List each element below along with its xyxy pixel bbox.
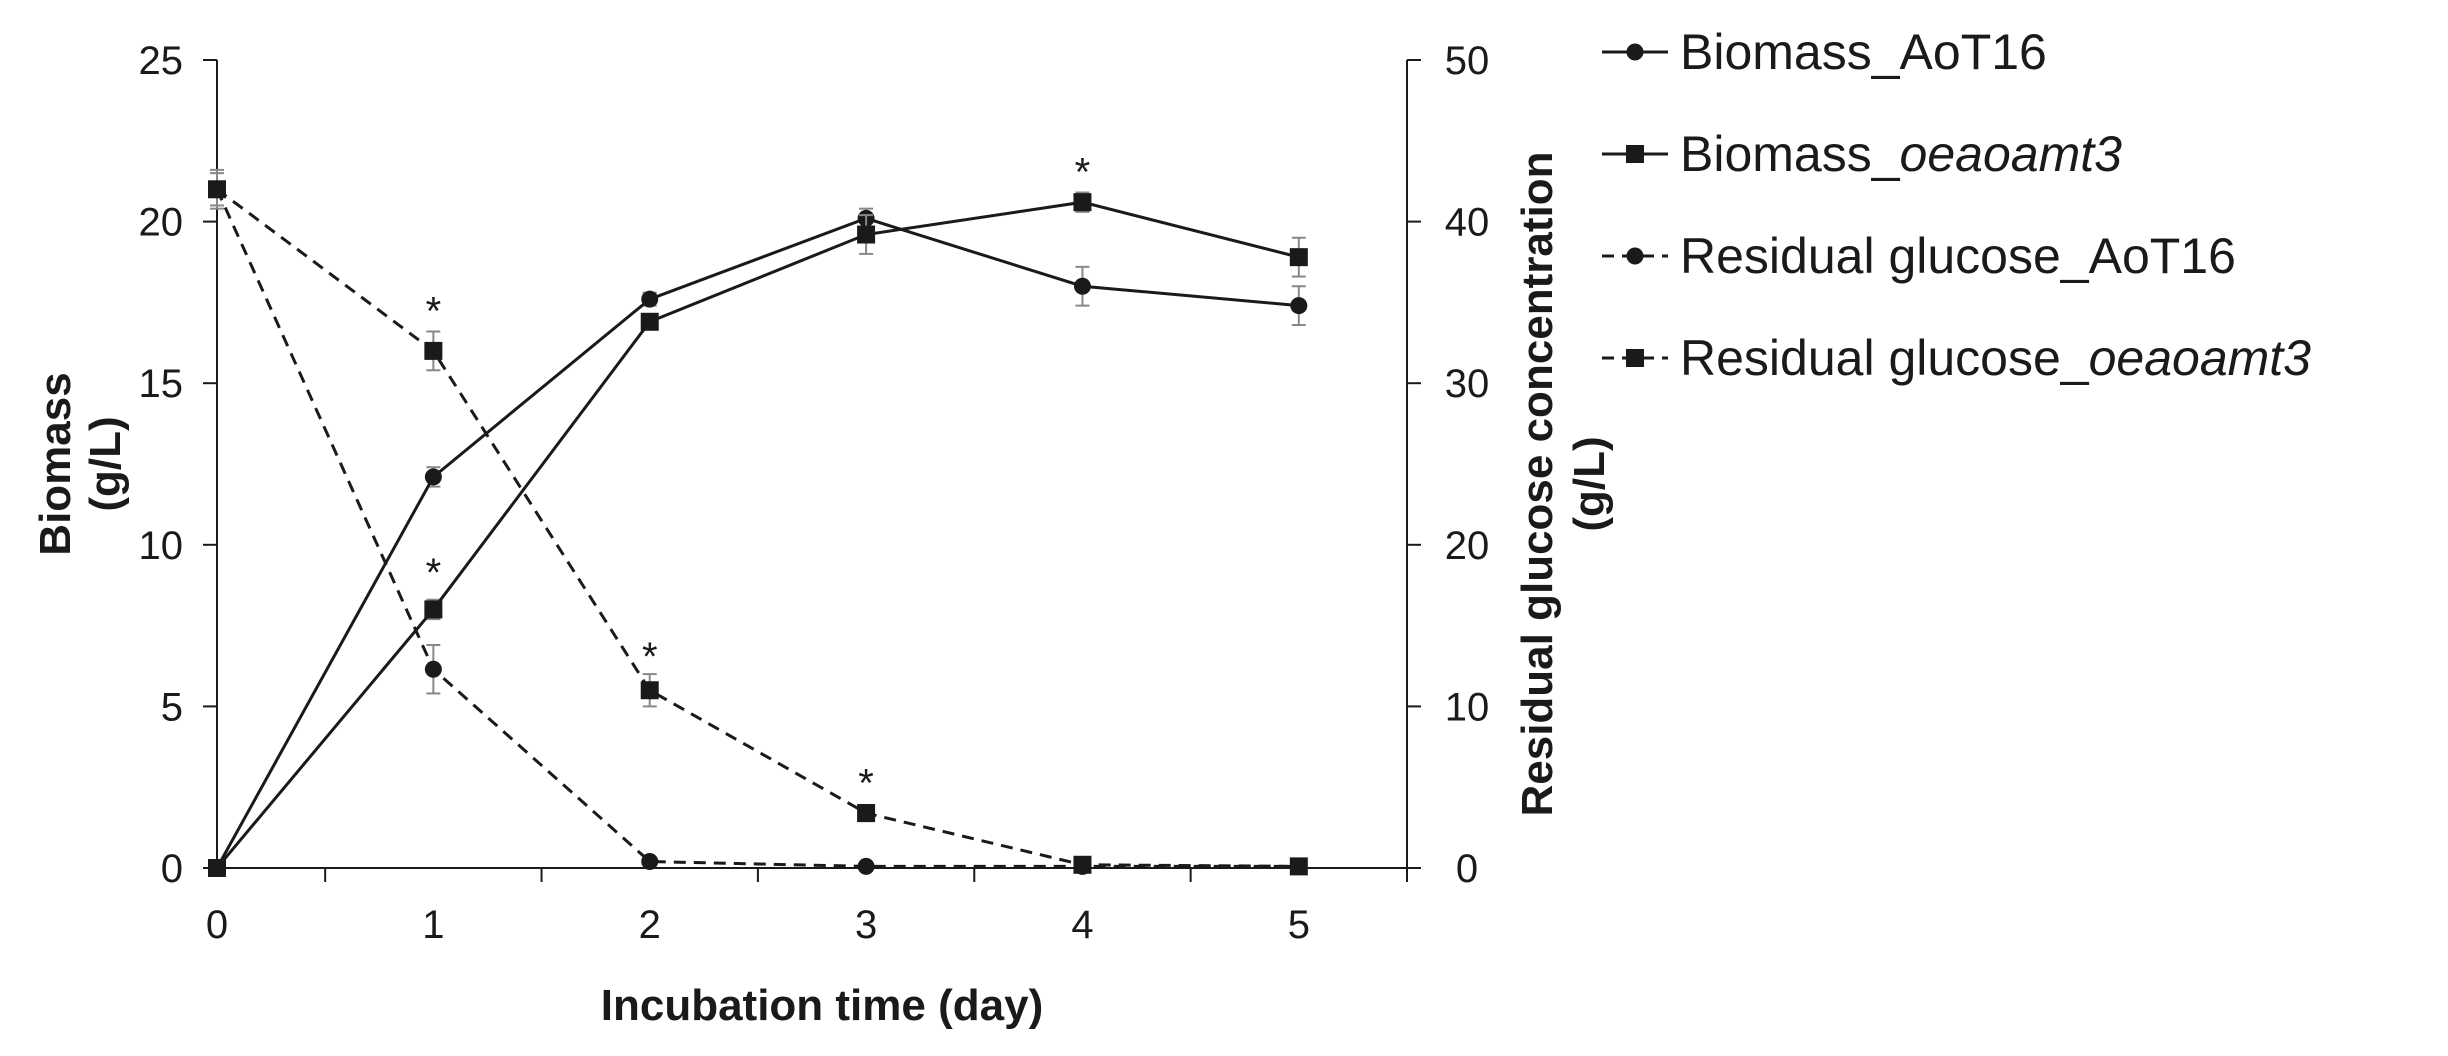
significance-marker: * [1075, 150, 1091, 194]
y-right-tick-label: 50 [1445, 39, 1490, 83]
data-point [1289, 857, 1308, 876]
data-point [424, 468, 442, 486]
annotation-layer: * * * * * [426, 150, 1091, 805]
legend-label: Residual glucose_AoT16 [1680, 228, 2236, 284]
series-line [215, 200, 1300, 869]
y-right-title-line: Residual glucose concentration [1513, 151, 1562, 816]
legend-label-suffix: AoT16 [2089, 228, 2236, 284]
series-layer [208, 168, 1308, 877]
y-left-title-line: Biomass [31, 372, 80, 555]
y-left-title-line: (g/L) [81, 416, 130, 511]
legend-marker [1626, 145, 1644, 163]
legend-label-prefix: Residual glucose_ [1680, 330, 2090, 386]
y-right-title-line: (g/L) [1565, 436, 1614, 531]
series-line [215, 188, 1299, 868]
y-left-tick-label: 5 [161, 685, 183, 729]
data-point [857, 804, 876, 823]
y-left-tick-label: 20 [139, 201, 184, 245]
data-point [641, 853, 659, 871]
legend-label-suffix: AoT16 [1900, 24, 2047, 80]
data-point [1073, 277, 1091, 295]
y-right-tick-label: 30 [1445, 362, 1490, 406]
data-point [424, 341, 443, 360]
legend-label-prefix: Residual glucose_ [1680, 228, 2090, 284]
x-tick-label: 4 [1071, 903, 1093, 947]
x-axis-title: Incubation time (day) [601, 981, 1043, 1030]
y-right-tick-label: 0 [1456, 847, 1478, 891]
y-left-tick-label: 15 [139, 362, 184, 406]
y-left-tick-label: 0 [161, 847, 183, 891]
significance-marker: * [426, 551, 442, 595]
series-residual-glucose-aot16 [208, 168, 1308, 875]
x-tick-label: 0 [206, 903, 228, 947]
data-point [1073, 193, 1092, 212]
legend-item: Residual glucose_oeaoamt3 [1602, 330, 2311, 386]
legend-label: Biomass_oeaoamt3 [1680, 126, 2122, 182]
data-point [424, 600, 443, 619]
x-tick-label: 5 [1288, 903, 1310, 947]
x-tick-label: 1 [422, 903, 444, 947]
series-biomass-oeaoamt3 [208, 191, 1308, 877]
legend-label-suffix: oeaoamt3 [1900, 126, 2123, 182]
data-point [641, 290, 659, 308]
data-point [208, 859, 226, 877]
y-right-tick-label: 20 [1445, 524, 1490, 568]
y-left-tick-label: 25 [139, 39, 184, 83]
series-residual-glucose-oeaoamt3 [208, 172, 1308, 876]
legend-label: Biomass_AoT16 [1680, 24, 2047, 80]
data-point [424, 660, 442, 678]
significance-marker: * [642, 635, 658, 679]
series-line [215, 216, 1299, 869]
legend-label: Residual glucose_oeaoamt3 [1680, 330, 2311, 386]
x-tick-label: 2 [639, 903, 661, 947]
data-point [640, 681, 659, 700]
y-left-tick-label: 10 [139, 524, 184, 568]
significance-marker: * [858, 761, 874, 805]
legend-marker [1626, 247, 1644, 265]
data-point [1073, 855, 1092, 874]
y-axis-right-title: Residual glucose concentration (g/L) [1513, 151, 1614, 816]
data-point [208, 180, 226, 199]
axes: 0 5 10 15 20 25 0 10 20 30 40 50 0 1 2 3 4 5 Incubation ti… [31, 39, 1614, 1030]
series-line [216, 188, 1299, 868]
y-right-tick-label: 10 [1445, 685, 1490, 729]
legend-label-suffix: oeaoamt3 [2089, 330, 2312, 386]
data-point [857, 857, 875, 875]
data-point [640, 312, 659, 331]
data-point [857, 225, 876, 244]
legend-marker [1626, 43, 1644, 61]
significance-marker: * [426, 289, 442, 333]
legend-item: Biomass_AoT16 [1602, 24, 2047, 80]
legend-label-prefix: Biomass_ [1680, 24, 1901, 80]
y-axis-left-title: Biomass (g/L) [31, 372, 130, 555]
data-point [1289, 248, 1308, 267]
legend-item: Residual glucose_AoT16 [1602, 228, 2236, 284]
data-point [1290, 297, 1308, 315]
y-right-tick-label: 40 [1445, 201, 1490, 245]
legend-label-prefix: Biomass_ [1680, 126, 1901, 182]
legend-item: Biomass_oeaoamt3 [1602, 126, 2122, 182]
x-tick-label: 3 [855, 903, 877, 947]
series-biomass-aot16 [208, 207, 1308, 877]
legend-marker [1626, 349, 1644, 367]
